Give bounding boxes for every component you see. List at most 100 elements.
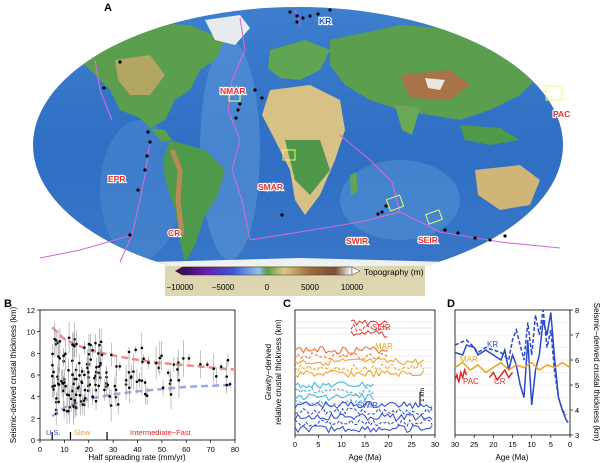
series-line-3 — [454, 367, 468, 383]
data-point — [118, 365, 122, 368]
data-point — [98, 343, 101, 347]
profile-line — [294, 398, 374, 408]
panel-b-chart: 0 10 20 30 40 50 60 70 80 0 2 4 6 8 10 12 U.S. Slow In… — [9, 306, 239, 462]
y-tick-label: 0 — [31, 436, 35, 445]
data-point — [228, 382, 232, 386]
data-point — [67, 336, 71, 340]
label-cr: CR — [168, 228, 180, 238]
profile-line — [350, 323, 388, 332]
data-point — [115, 365, 118, 368]
y-tick-label: 4 — [575, 406, 579, 415]
colorbar-tick-1: −5000 — [212, 283, 235, 292]
swir-box — [385, 194, 405, 212]
data-point — [97, 352, 100, 355]
data-point — [75, 377, 78, 381]
data-point — [109, 404, 113, 407]
data-point — [108, 395, 112, 398]
data-point — [61, 382, 65, 385]
x-tick-label: 20 — [384, 440, 392, 449]
data-point — [87, 370, 90, 374]
panel-letter-a: A — [104, 2, 112, 14]
x-tick-label: 10 — [337, 440, 345, 449]
profile-line — [350, 329, 388, 338]
data-point — [83, 388, 87, 392]
y-tick-label: 3 — [575, 431, 579, 440]
x-tick-label: 80 — [231, 445, 239, 454]
x-tick-label: 50 — [158, 445, 166, 454]
data-point — [99, 361, 102, 365]
data-point — [72, 405, 75, 408]
x-tick-label: 40 — [133, 445, 141, 454]
data-point — [81, 403, 84, 406]
data-point — [62, 389, 65, 393]
label-nmar: NMAR — [220, 86, 246, 96]
data-point — [99, 340, 103, 344]
data-point — [72, 377, 76, 381]
data-point — [64, 384, 67, 388]
data-point — [91, 395, 94, 398]
regime-label-intermediate-fast: Intermediate−Fast — [130, 428, 192, 437]
data-point — [53, 384, 57, 387]
panel-b-xlabel: Half spreading rate (mm/yr) — [88, 453, 186, 462]
panel-letter-d: D — [447, 298, 455, 310]
ridge-labels: KR NMAR PAC EPR SMAR CR SWIR SEIR — [107, 15, 572, 247]
data-point — [80, 381, 84, 385]
data-point — [103, 388, 106, 392]
data-point — [172, 363, 176, 366]
x-tick-label: 15 — [361, 440, 369, 449]
profile-line — [294, 393, 374, 402]
y-tick-label: 2 — [31, 414, 35, 423]
data-point — [114, 388, 118, 392]
data-point — [161, 386, 165, 390]
data-point — [147, 361, 150, 365]
profile-line — [294, 400, 433, 410]
data-point — [70, 359, 74, 363]
data-point — [94, 383, 97, 387]
x-tick-label: 70 — [206, 445, 214, 454]
label-kr: KR — [319, 16, 331, 26]
world-map-panel: KR NMAR PAC EPR SMAR CR SWIR SEIR Topogr… — [33, 7, 572, 296]
data-point — [80, 370, 84, 373]
profile-line — [294, 412, 433, 422]
colorbar-tick-0: −10000 — [167, 283, 194, 292]
panel-letter-b: B — [4, 298, 12, 310]
data-point — [134, 348, 137, 352]
x-tick-label: 30 — [109, 445, 117, 454]
x-tick-label: 0 — [38, 445, 42, 454]
data-point — [58, 339, 62, 343]
data-point — [77, 361, 81, 365]
data-point — [124, 378, 128, 382]
data-point — [127, 350, 131, 354]
label-epr: EPR — [108, 174, 125, 184]
x-tick-label: 60 — [182, 445, 190, 454]
panel-d-xlabel: Age (Ma) — [496, 453, 529, 462]
x-tick-label: 25 — [470, 440, 478, 449]
data-point — [154, 361, 158, 365]
y-tick-label: 4 — [31, 393, 35, 402]
data-point — [58, 356, 62, 360]
smar-box — [282, 149, 296, 161]
data-point — [62, 354, 65, 358]
profile-line — [294, 357, 425, 366]
data-point — [76, 386, 80, 390]
data-point — [106, 383, 110, 387]
data-point — [89, 358, 93, 361]
profile-line — [294, 352, 388, 360]
regime-label-slow: Slow — [74, 428, 91, 437]
data-point — [127, 386, 131, 390]
data-point — [52, 370, 55, 374]
data-point — [69, 397, 73, 401]
x-tick-label: 30 — [431, 440, 439, 449]
series-label-pac: PAC — [463, 377, 479, 386]
x-tick-label: 0 — [568, 440, 572, 449]
profile-line — [294, 381, 374, 389]
profile-line — [294, 363, 425, 373]
data-point — [94, 399, 98, 403]
data-point — [87, 342, 91, 346]
x-tick-label: 10 — [60, 445, 68, 454]
x-tick-label: 20 — [489, 440, 497, 449]
station-markers — [102, 8, 507, 242]
data-point — [83, 346, 86, 349]
study-boxes — [228, 85, 563, 225]
data-point — [62, 408, 66, 412]
